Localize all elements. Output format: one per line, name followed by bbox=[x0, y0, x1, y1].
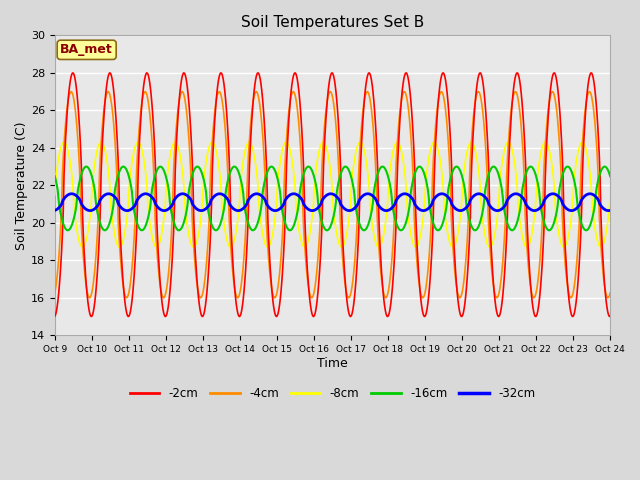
X-axis label: Time: Time bbox=[317, 357, 348, 370]
Title: Soil Temperatures Set B: Soil Temperatures Set B bbox=[241, 15, 424, 30]
Y-axis label: Soil Temperature (C): Soil Temperature (C) bbox=[15, 121, 28, 250]
Legend: -2cm, -4cm, -8cm, -16cm, -32cm: -2cm, -4cm, -8cm, -16cm, -32cm bbox=[125, 382, 540, 404]
Text: BA_met: BA_met bbox=[60, 43, 113, 56]
